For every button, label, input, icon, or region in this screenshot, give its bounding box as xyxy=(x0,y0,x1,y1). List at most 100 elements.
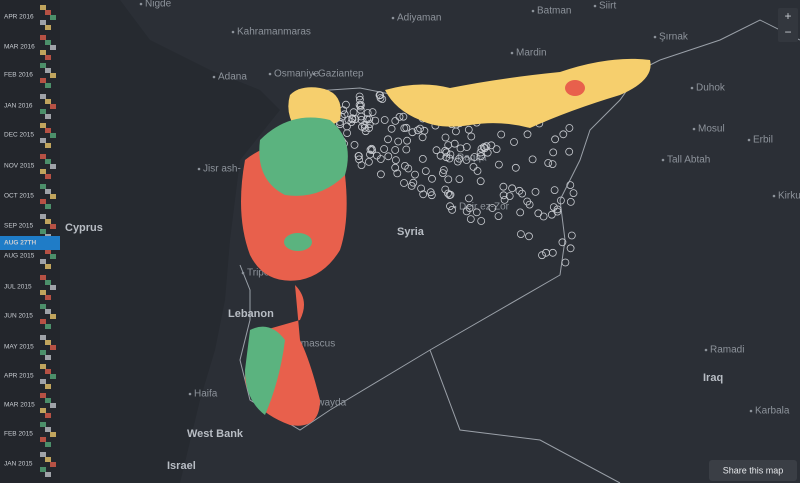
point-ring xyxy=(384,152,393,161)
timeline-label[interactable]: JAN 2015 xyxy=(4,461,33,468)
point-ring xyxy=(466,215,475,224)
timeline-thumbnail xyxy=(45,355,51,360)
point-ring xyxy=(499,182,508,191)
timeline-selected xyxy=(0,236,60,250)
place-label: Adana xyxy=(218,72,247,83)
point-ring xyxy=(394,137,403,146)
point-ring xyxy=(368,146,377,155)
timeline-thumbnail xyxy=(45,472,51,477)
place-label: Gaziantep xyxy=(318,69,364,80)
timeline-thumbnail xyxy=(40,350,46,355)
timeline-label[interactable]: JUN 2015 xyxy=(4,313,33,320)
share-button-label[interactable]: Share this map xyxy=(723,465,784,475)
timeline-label[interactable]: AUG 2015 xyxy=(4,253,35,260)
timeline-thumbnail xyxy=(40,319,46,324)
timeline-label[interactable]: APR 2015 xyxy=(4,373,34,380)
timeline-label[interactable]: NOV 2015 xyxy=(4,163,35,170)
timeline-thumbnail xyxy=(50,345,56,350)
point-ring xyxy=(376,155,385,163)
timeline-thumbnail xyxy=(50,462,56,467)
timeline-thumbnail xyxy=(45,10,51,15)
point-ring xyxy=(442,148,451,157)
data-overlay xyxy=(241,58,651,426)
timeline-selected-label[interactable]: AUG 27TH xyxy=(4,240,36,247)
point-ring xyxy=(488,204,497,212)
point-ring xyxy=(477,217,486,225)
point-ring xyxy=(395,113,404,121)
point-ring xyxy=(549,148,558,157)
zoom-out[interactable]: − xyxy=(784,25,791,39)
point-ring xyxy=(455,154,464,163)
timeline-label[interactable]: OCT 2015 xyxy=(4,193,34,200)
point-ring xyxy=(367,144,376,153)
point-ring xyxy=(391,156,400,165)
place-label: Cyprus xyxy=(65,222,103,234)
point-ring xyxy=(548,248,557,257)
timeline-label[interactable]: SEP 2015 xyxy=(4,223,34,230)
timeline-thumbnail xyxy=(45,369,51,374)
city-dot xyxy=(531,9,535,13)
point-ring xyxy=(421,167,430,176)
point-ring xyxy=(439,166,448,174)
point-ring xyxy=(492,145,501,154)
timeline-thumbnail xyxy=(50,45,56,50)
timeline-thumbnail xyxy=(40,290,46,295)
point-ring xyxy=(446,150,455,159)
point-ring xyxy=(442,153,451,162)
timeline-label[interactable]: MAR 2016 xyxy=(4,44,35,51)
place-label: Kirku xyxy=(778,191,800,202)
timeline-label[interactable]: JUL 2015 xyxy=(4,284,32,291)
timeline-thumbnail xyxy=(40,123,46,128)
point-ring xyxy=(446,190,455,199)
place-label: Raqqa xyxy=(457,153,487,164)
timeline-thumbnail xyxy=(40,63,46,68)
timeline-thumbnail xyxy=(40,467,46,472)
point-ring xyxy=(565,124,574,132)
timeline-label[interactable]: DEC 2015 xyxy=(4,132,34,139)
timeline-label[interactable]: MAY 2015 xyxy=(4,344,34,351)
timeline-thumbnail xyxy=(40,452,46,457)
timeline-thumbnail xyxy=(40,169,46,174)
point-ring xyxy=(363,109,372,117)
place-label: Batman xyxy=(537,6,571,17)
timeline-thumbnail xyxy=(45,159,51,164)
timeline-label[interactable]: JAN 2016 xyxy=(4,103,33,110)
green-zone xyxy=(259,117,348,196)
point-ring xyxy=(376,170,385,179)
point-ring xyxy=(358,122,366,131)
city-dot xyxy=(188,392,192,396)
timeline-label[interactable]: FEB 2015 xyxy=(4,431,33,438)
point-ring xyxy=(418,133,427,142)
point-ring xyxy=(380,145,389,153)
point-ring xyxy=(566,244,575,253)
timeline-thumbnail xyxy=(45,309,51,314)
place-label: Ramadi xyxy=(710,345,744,356)
point-ring xyxy=(411,170,419,179)
timeline-thumbnail xyxy=(40,199,46,204)
zoom-in[interactable]: + xyxy=(784,9,791,23)
point-ring xyxy=(391,163,400,172)
timeline-thumbnail xyxy=(50,254,56,259)
point-ring xyxy=(477,152,485,161)
point-ring xyxy=(365,115,374,124)
zoom-panel xyxy=(778,8,798,42)
timeline-label[interactable]: MAR 2015 xyxy=(4,402,35,409)
timeline-label[interactable]: APR 2016 xyxy=(4,14,34,21)
place-label: Suwayda xyxy=(305,398,347,409)
city-dot xyxy=(312,72,316,76)
share-button[interactable] xyxy=(709,460,797,481)
point-ring xyxy=(494,212,503,221)
timeline-label[interactable]: FEB 2016 xyxy=(4,72,33,79)
timeline-thumbnail xyxy=(45,280,51,285)
timeline-thumbnail xyxy=(45,219,51,224)
place-label: West Bank xyxy=(187,428,244,440)
point-ring xyxy=(470,153,479,161)
timeline-thumbnail xyxy=(40,5,46,10)
place-label: Duhok xyxy=(696,83,726,94)
point-ring xyxy=(416,124,425,133)
point-ring xyxy=(566,197,575,206)
green-zone xyxy=(284,233,312,251)
place-label: Karbala xyxy=(755,406,790,417)
point-ring xyxy=(483,148,492,157)
